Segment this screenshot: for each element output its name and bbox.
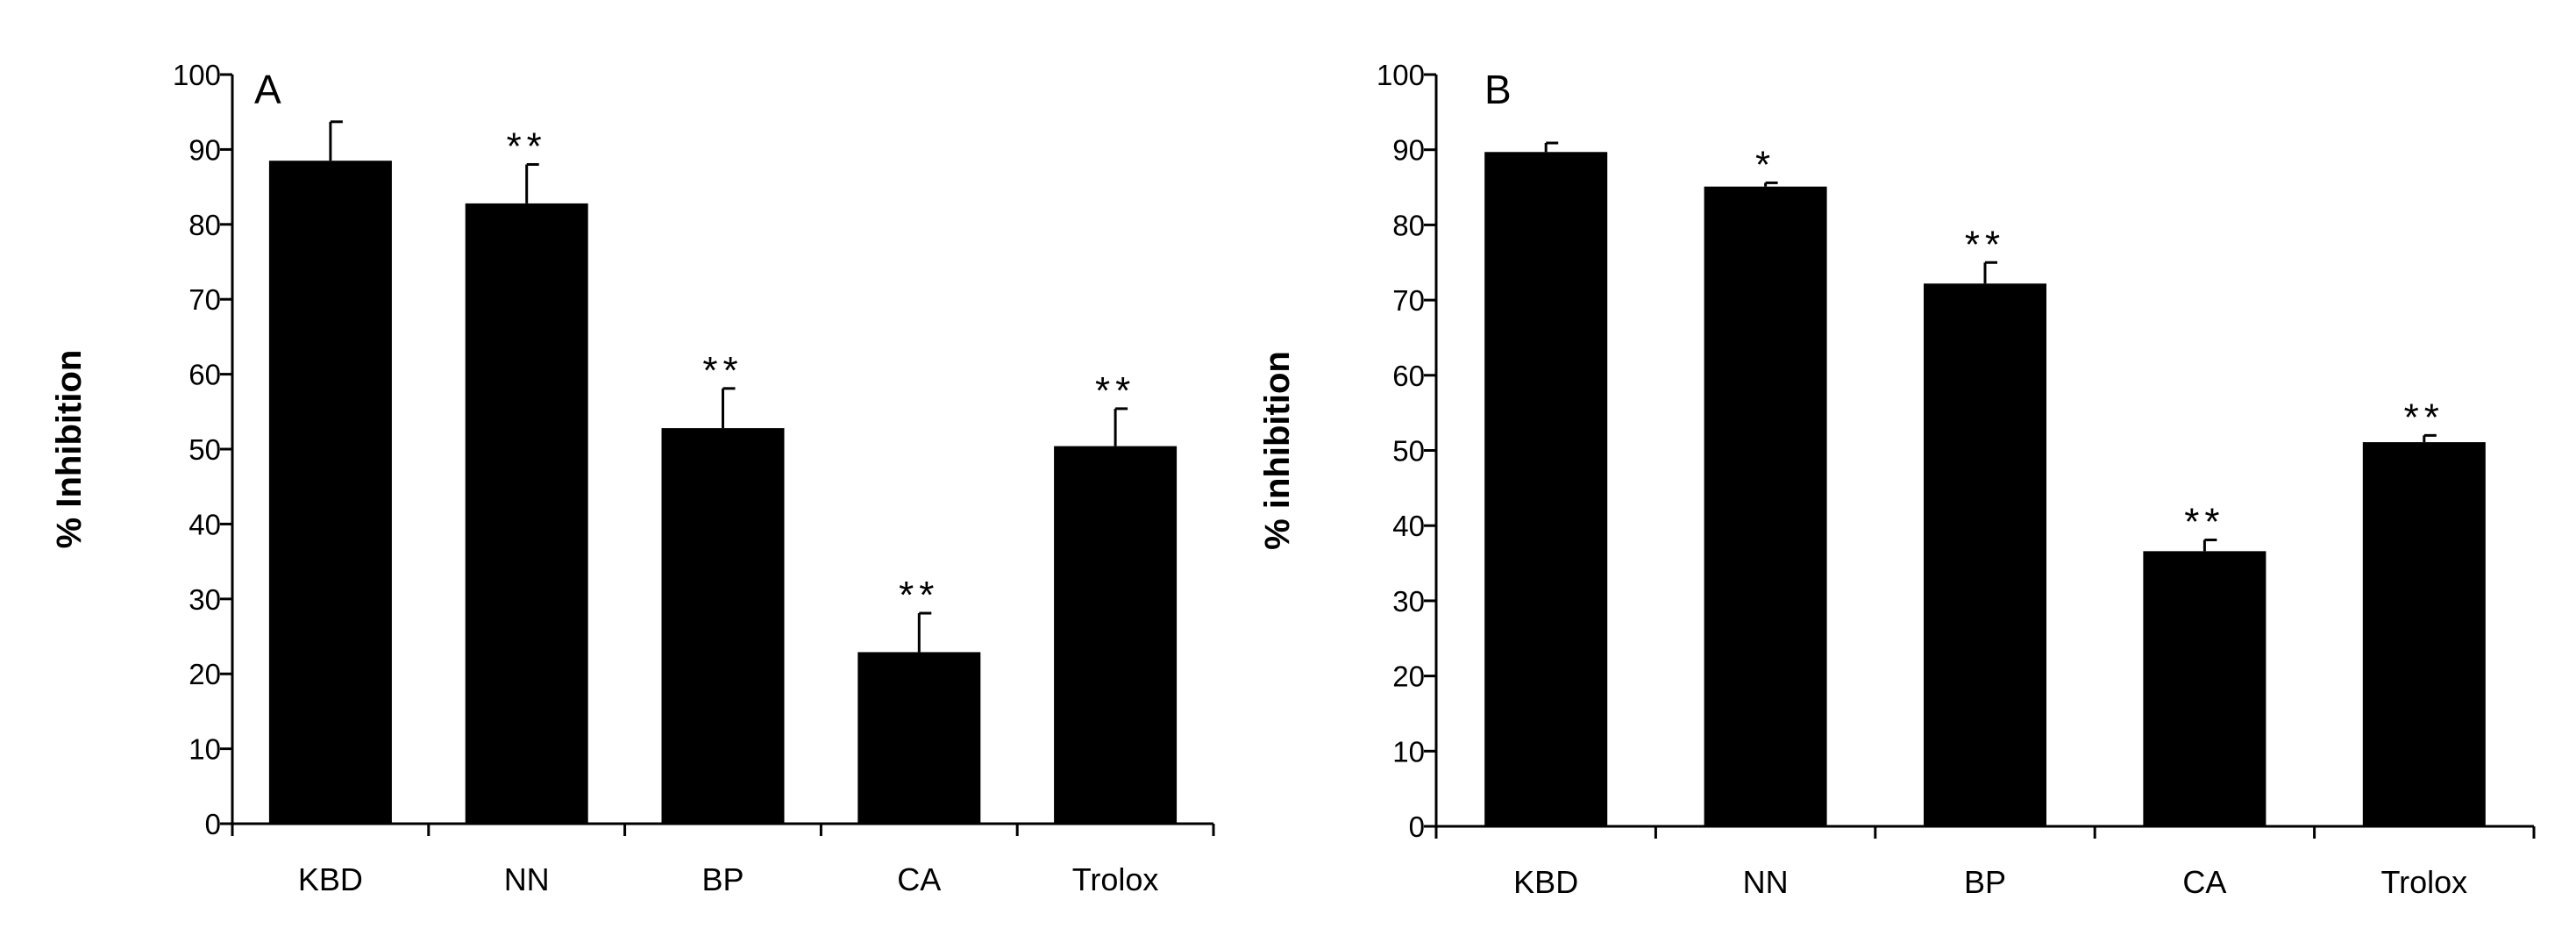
- x-tick-label: NN: [1743, 864, 1789, 900]
- y-tick-label: 0: [205, 808, 221, 840]
- y-tick-label: 60: [1392, 360, 1425, 392]
- chart-panel-b: 0 10 20 30 40 50 60 70 80 90 100 KBD * NN ** BP ** CA ** Tr…: [1258, 59, 2536, 900]
- significance-marker: **: [2404, 396, 2444, 439]
- x-tick-label: NN: [504, 861, 550, 897]
- x-tick-label: BP: [701, 861, 744, 897]
- bar-nn: [465, 203, 588, 824]
- x-tick-label: BP: [1964, 864, 2006, 900]
- significance-marker: **: [1965, 223, 2005, 266]
- significance-marker: **: [899, 574, 939, 617]
- y-tick-label: 30: [1392, 585, 1425, 618]
- chart-panel-a: 0 10 20 30 40 50 60 70 80 90 100 KBD ** NN ** BP ** CA ** T…: [50, 59, 1215, 897]
- y-tick-label: 20: [1392, 661, 1425, 693]
- y-axis-title: % inhibition: [1258, 351, 1297, 550]
- bar-nn: [1704, 186, 1827, 826]
- y-tick-label: 40: [189, 508, 221, 540]
- bar-kbd: [1484, 152, 1608, 826]
- y-tick-label: 10: [189, 733, 221, 766]
- bar-trolox: [1054, 446, 1178, 824]
- significance-marker: *: [1755, 143, 1775, 186]
- bar-bp: [1924, 283, 2046, 827]
- y-tick-label: 70: [1392, 284, 1425, 317]
- y-tick-label: 30: [189, 583, 221, 616]
- bar-ca: [857, 652, 981, 824]
- y-tick-label: 20: [189, 658, 221, 690]
- x-tick-label: KBD: [1513, 864, 1578, 900]
- y-tick-label: 0: [1409, 811, 1425, 843]
- x-tick-label: CA: [2182, 864, 2226, 900]
- y-tick-label: 90: [1392, 134, 1425, 167]
- bar-kbd: [268, 161, 392, 824]
- y-tick-label: 50: [189, 433, 221, 466]
- y-axis-title: % Inhibition: [50, 350, 89, 549]
- y-tick-label: 50: [1392, 435, 1425, 468]
- x-tick-label: Trolox: [2380, 864, 2467, 900]
- y-tick-label: 100: [173, 59, 221, 91]
- significance-marker: **: [507, 125, 547, 168]
- x-tick-label: CA: [897, 861, 941, 897]
- y-tick-label: 40: [1392, 510, 1425, 542]
- y-tick-label: 100: [1377, 59, 1425, 91]
- significance-marker: **: [702, 349, 743, 392]
- y-tick-label: 80: [189, 209, 221, 241]
- significance-marker: **: [1095, 369, 1135, 412]
- bar-bp: [661, 428, 785, 824]
- y-tick-label: 80: [1392, 209, 1425, 241]
- y-tick-label: 10: [1392, 735, 1425, 768]
- significance-marker: **: [2184, 500, 2224, 543]
- y-tick-label: 70: [189, 283, 221, 316]
- x-tick-label: KBD: [298, 861, 363, 897]
- bar-trolox: [2362, 442, 2486, 826]
- panel-letter-a: A: [254, 67, 281, 112]
- panel-letter-b: B: [1484, 67, 1512, 112]
- x-tick-label: Trolox: [1072, 861, 1159, 897]
- y-tick-label: 90: [189, 133, 221, 166]
- bar-ca: [2143, 551, 2266, 826]
- y-tick-label: 60: [189, 359, 221, 391]
